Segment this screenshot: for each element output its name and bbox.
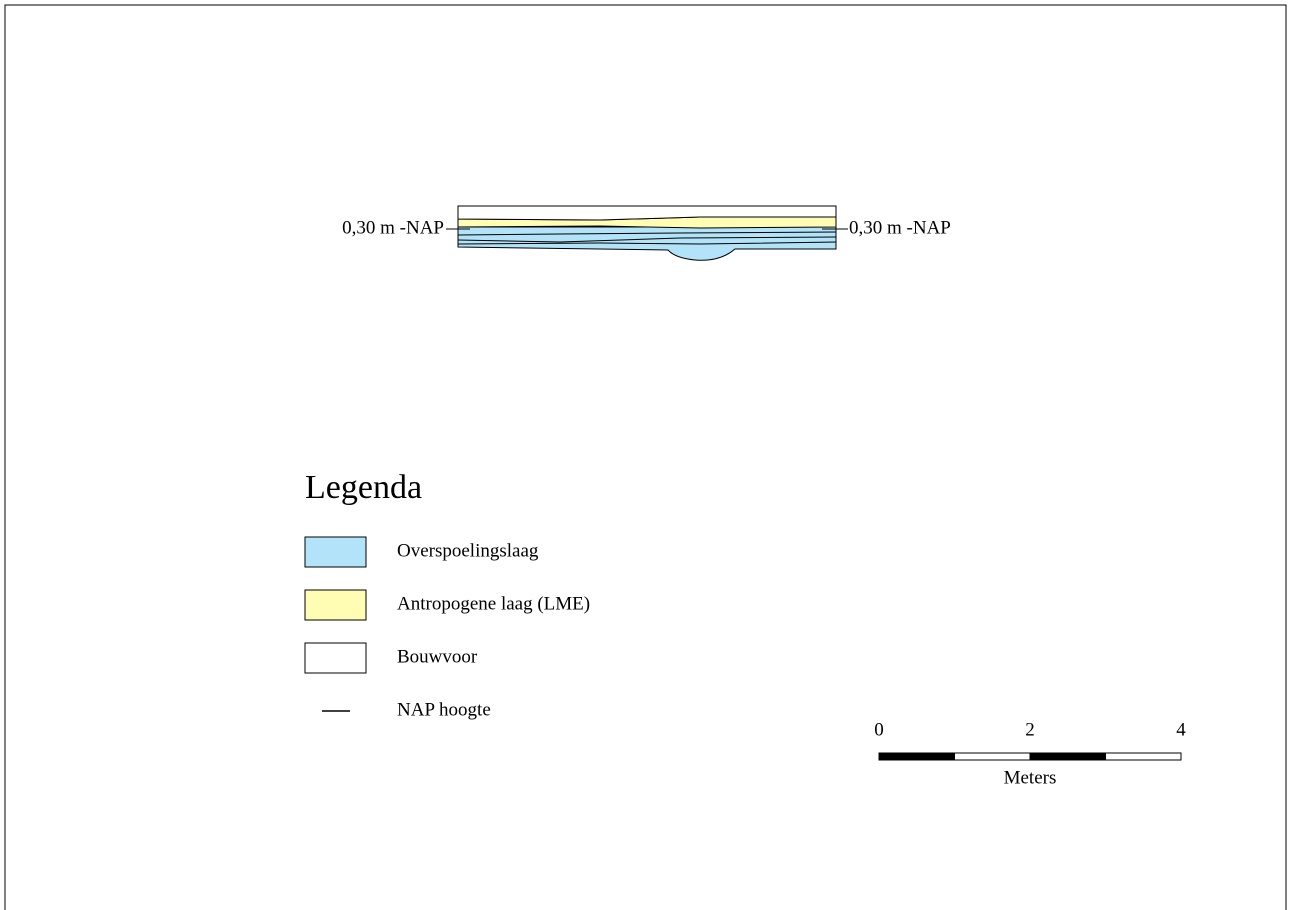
legend-label: Overspoelingslaag (397, 540, 539, 561)
scale-segment (879, 753, 955, 760)
legend-label: Antropogene laag (LME) (397, 593, 590, 614)
legend-label: Bouwvoor (397, 646, 478, 667)
scale-tick-label: 2 (1025, 719, 1035, 740)
section (446, 206, 848, 260)
legend-swatch (305, 643, 366, 673)
legend-swatch (305, 537, 366, 567)
legend-title: Legenda (305, 469, 422, 506)
nap-label: 0,30 m -NAP (342, 217, 444, 238)
scale-tick-label: 4 (1176, 719, 1186, 740)
scale-bar (879, 753, 1181, 760)
legend-label: NAP hoogte (397, 699, 491, 720)
legend-swatch (305, 590, 366, 620)
scale-tick-label: 0 (874, 719, 884, 740)
scale-segment (1030, 753, 1106, 760)
scale-segment (1106, 753, 1182, 760)
frame (5, 5, 1286, 910)
nap-label: 0,30 m -NAP (849, 217, 951, 238)
diagram: 0,30 m -NAP 0,30 m -NAP Legenda Meters O… (0, 0, 1291, 910)
scale-segment (955, 753, 1031, 760)
page: 0,30 m -NAP 0,30 m -NAP Legenda Meters O… (0, 0, 1291, 910)
scale-unit: Meters (1004, 767, 1057, 788)
